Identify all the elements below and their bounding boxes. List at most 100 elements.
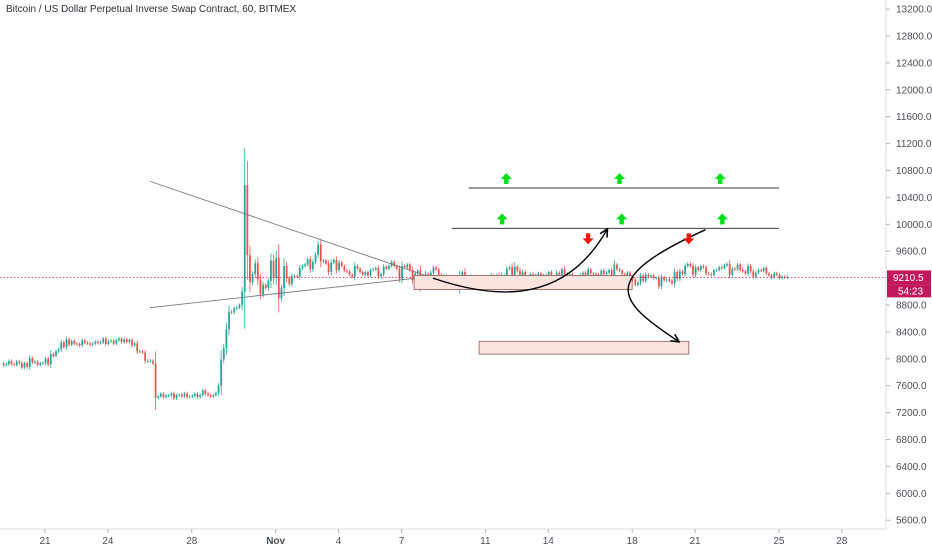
candle[interactable]	[359, 268, 361, 273]
candle[interactable]	[159, 393, 162, 397]
candle[interactable]	[251, 274, 254, 283]
candle[interactable]	[86, 342, 89, 344]
candle[interactable]	[241, 291, 244, 305]
candle[interactable]	[511, 267, 514, 280]
candle[interactable]	[388, 265, 390, 269]
candle[interactable]	[356, 265, 359, 269]
candle[interactable]	[631, 278, 634, 280]
candle[interactable]	[207, 393, 209, 396]
candle[interactable]	[277, 257, 280, 299]
candle[interactable]	[343, 265, 346, 271]
candle[interactable]	[642, 275, 645, 281]
candle[interactable]	[131, 339, 133, 346]
candle[interactable]	[382, 266, 385, 275]
candle[interactable]	[741, 270, 744, 272]
candle[interactable]	[115, 340, 118, 344]
candle[interactable]	[655, 278, 658, 279]
candle[interactable]	[697, 267, 700, 271]
candle[interactable]	[191, 395, 194, 397]
candle[interactable]	[600, 270, 603, 276]
candle[interactable]	[657, 278, 660, 287]
candle[interactable]	[435, 267, 437, 270]
candle[interactable]	[154, 363, 157, 398]
candle[interactable]	[57, 349, 60, 352]
candle[interactable]	[385, 266, 388, 269]
candle[interactable]	[432, 267, 435, 273]
candle[interactable]	[540, 273, 542, 276]
candle[interactable]	[162, 393, 165, 398]
candle[interactable]	[325, 260, 327, 264]
candle[interactable]	[133, 343, 136, 346]
candle[interactable]	[568, 274, 571, 275]
candle[interactable]	[338, 262, 341, 271]
candle[interactable]	[186, 393, 188, 398]
candle[interactable]	[165, 395, 168, 398]
candle[interactable]	[330, 262, 333, 273]
candle[interactable]	[380, 274, 382, 277]
candle[interactable]	[23, 363, 26, 368]
candle[interactable]	[304, 264, 306, 266]
candle[interactable]	[201, 390, 204, 396]
candle[interactable]	[723, 265, 726, 269]
candle[interactable]	[49, 354, 52, 365]
candle[interactable]	[353, 265, 356, 277]
candle[interactable]	[52, 354, 55, 357]
candle[interactable]	[332, 259, 335, 263]
candle[interactable]	[663, 277, 666, 281]
candle[interactable]	[395, 265, 398, 269]
candle[interactable]	[707, 273, 710, 275]
candle[interactable]	[138, 351, 141, 353]
candle[interactable]	[89, 343, 91, 345]
candle[interactable]	[2, 363, 5, 366]
candle[interactable]	[107, 341, 110, 345]
candle[interactable]	[73, 340, 76, 344]
candle[interactable]	[694, 267, 697, 275]
candle[interactable]	[178, 394, 181, 396]
candle[interactable]	[141, 351, 144, 353]
candle[interactable]	[123, 339, 126, 342]
candle[interactable]	[547, 272, 550, 275]
candle[interactable]	[739, 264, 742, 271]
candle[interactable]	[175, 395, 178, 399]
candle[interactable]	[220, 359, 223, 386]
candle[interactable]	[243, 185, 246, 292]
candle[interactable]	[314, 254, 317, 262]
candle[interactable]	[62, 342, 65, 348]
candle[interactable]	[762, 268, 765, 271]
candle[interactable]	[262, 284, 264, 295]
candle[interactable]	[692, 265, 694, 275]
candle[interactable]	[217, 385, 220, 394]
candle[interactable]	[272, 260, 275, 279]
candle[interactable]	[76, 343, 78, 345]
candle[interactable]	[144, 352, 147, 361]
candle[interactable]	[18, 361, 21, 363]
candle[interactable]	[288, 278, 291, 285]
candle[interactable]	[351, 274, 354, 277]
candle[interactable]	[736, 264, 739, 270]
candle[interactable]	[684, 265, 687, 275]
candle[interactable]	[752, 271, 755, 277]
candle[interactable]	[406, 264, 409, 268]
candle[interactable]	[233, 308, 236, 313]
candle[interactable]	[731, 268, 734, 275]
candle[interactable]	[686, 263, 689, 266]
candle[interactable]	[613, 264, 616, 278]
candle[interactable]	[403, 265, 406, 268]
candle[interactable]	[301, 265, 304, 269]
candle[interactable]	[734, 268, 736, 270]
candle[interactable]	[749, 265, 752, 272]
candle[interactable]	[757, 270, 760, 273]
candle[interactable]	[398, 268, 401, 279]
candle[interactable]	[699, 265, 702, 271]
candle[interactable]	[5, 364, 8, 366]
candle[interactable]	[416, 270, 419, 274]
candle[interactable]	[665, 279, 668, 281]
candle[interactable]	[505, 268, 508, 276]
candle[interactable]	[626, 272, 629, 277]
candle[interactable]	[689, 263, 692, 266]
candle[interactable]	[584, 272, 587, 277]
candle[interactable]	[637, 282, 639, 285]
candle[interactable]	[558, 272, 561, 275]
candle[interactable]	[170, 393, 173, 396]
candle[interactable]	[47, 358, 50, 365]
